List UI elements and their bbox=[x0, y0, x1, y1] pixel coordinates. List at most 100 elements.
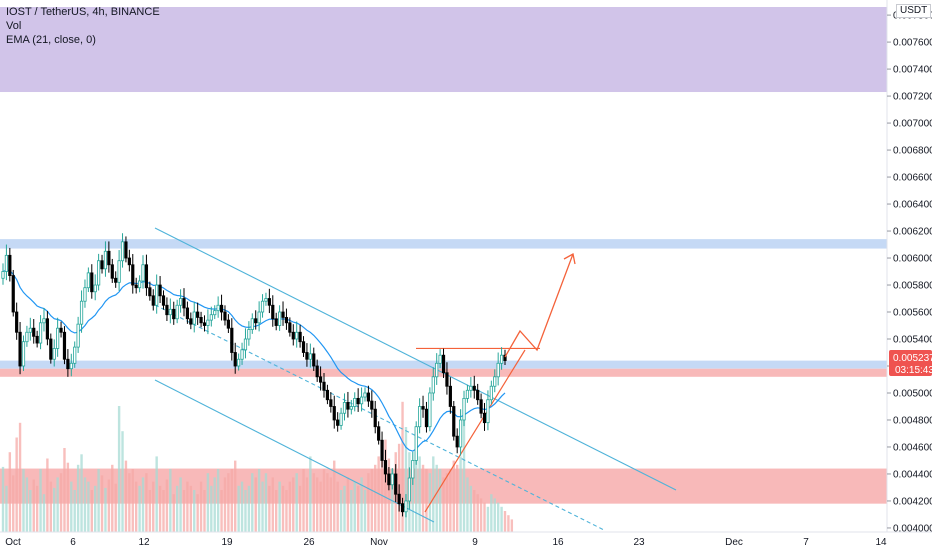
volume-bar bbox=[339, 490, 343, 532]
volume-bar bbox=[131, 469, 134, 532]
candle-body bbox=[8, 254, 12, 276]
volume-bar bbox=[83, 477, 87, 532]
volume-bar bbox=[438, 469, 442, 532]
time-tick-label: 19 bbox=[221, 537, 233, 548]
volume-bar bbox=[285, 490, 288, 532]
volume-bar bbox=[172, 494, 175, 532]
candle-body bbox=[288, 322, 292, 333]
candle-body bbox=[240, 349, 244, 360]
volume-bar bbox=[114, 483, 117, 532]
candle-body bbox=[141, 264, 145, 282]
price-tick-label: 0.005600 bbox=[893, 308, 932, 319]
volume-bar bbox=[510, 519, 514, 532]
volume-bar bbox=[100, 475, 104, 532]
currency-badge[interactable]: USDT bbox=[896, 4, 932, 18]
volume-bar bbox=[42, 494, 46, 532]
candle-body bbox=[387, 473, 391, 486]
price-tick-label: 0.006200 bbox=[893, 227, 932, 238]
volume-bar bbox=[165, 479, 169, 532]
candle-body bbox=[465, 389, 470, 399]
time-tick-label: 6 bbox=[70, 537, 76, 548]
candle-body bbox=[73, 346, 77, 364]
volume-bar bbox=[25, 477, 29, 532]
volume-bar bbox=[319, 481, 322, 532]
volume-bar bbox=[29, 490, 32, 532]
candle-body bbox=[363, 392, 367, 398]
candle-body bbox=[380, 439, 384, 461]
volume-bar bbox=[295, 473, 298, 532]
price-axis[interactable]: 0.0078000.0076000.0074000.0072000.007000… bbox=[886, 0, 932, 534]
volume-bar bbox=[18, 422, 22, 532]
candle-body bbox=[165, 304, 169, 316]
time-axis[interactable]: Oct 6 12 19 26 Nov 9 16 23 Dec 7 14 bbox=[0, 531, 932, 548]
volume-layer bbox=[1, 401, 514, 532]
candle-body bbox=[496, 362, 500, 378]
price-tick-label: 0.005400 bbox=[893, 335, 932, 346]
volume-bar bbox=[500, 506, 503, 532]
volume-bar bbox=[432, 456, 435, 532]
volume-bar bbox=[179, 477, 182, 532]
candle-body bbox=[45, 318, 49, 340]
ema-legend[interactable]: EMA (21, close, 0) bbox=[6, 34, 96, 46]
candle-body bbox=[407, 477, 411, 502]
volume-bar bbox=[312, 473, 315, 532]
volume-bar bbox=[257, 469, 261, 532]
candle-body bbox=[278, 311, 282, 326]
candle-body bbox=[370, 400, 374, 410]
candle-body bbox=[260, 300, 265, 313]
chart-legend: IOST / TetherUS, 4h, BINANCE Vol EMA (21… bbox=[6, 5, 160, 47]
price-tick-label: 0.006600 bbox=[893, 173, 932, 184]
candle-body bbox=[452, 406, 456, 437]
candle-body bbox=[455, 435, 459, 448]
candle-body bbox=[424, 408, 429, 428]
volume-bar bbox=[411, 460, 414, 532]
volume-bar bbox=[401, 401, 404, 532]
candle-body bbox=[312, 353, 316, 367]
candle-body bbox=[83, 287, 87, 302]
projection-arrow[interactable] bbox=[504, 252, 576, 358]
volume-bar bbox=[66, 462, 70, 532]
volume-bar bbox=[230, 469, 234, 532]
price-tick-label: 0.007600 bbox=[893, 38, 932, 49]
candle-body bbox=[93, 284, 97, 293]
time-tick-label: 9 bbox=[472, 537, 478, 548]
time-tick-label: Dec bbox=[725, 537, 743, 548]
candle-body bbox=[274, 318, 278, 326]
price-tag-value: 0.005237 bbox=[893, 353, 932, 364]
candle-body bbox=[486, 399, 490, 424]
arrow-head bbox=[563, 252, 576, 265]
candle-body bbox=[90, 272, 94, 293]
candle-body bbox=[172, 308, 176, 320]
volume-bar bbox=[39, 469, 42, 532]
symbol-title[interactable]: IOST / TetherUS, 4h, BINANCE bbox=[6, 6, 160, 18]
volume-bar bbox=[363, 490, 367, 532]
trendlines-layer[interactable] bbox=[154, 227, 677, 531]
volume-bar bbox=[145, 473, 148, 532]
volume-legend[interactable]: Vol bbox=[6, 20, 22, 32]
volume-bar bbox=[479, 498, 483, 532]
candle-body bbox=[373, 408, 377, 428]
candles-layer[interactable] bbox=[1, 233, 507, 518]
volume-bar bbox=[138, 485, 141, 532]
candle-body bbox=[209, 314, 213, 321]
candle-body bbox=[359, 396, 364, 405]
ema-layer bbox=[2, 269, 506, 452]
volume-bar bbox=[70, 481, 73, 532]
volume-bar bbox=[261, 481, 264, 532]
volume-bar bbox=[53, 487, 56, 532]
candle-body bbox=[482, 412, 487, 424]
price-tick-label: 0.007200 bbox=[893, 92, 932, 103]
candle-body bbox=[257, 311, 261, 324]
volume-bar bbox=[360, 477, 363, 532]
candle-body bbox=[178, 298, 183, 306]
volume-bar bbox=[220, 490, 223, 532]
candle-body bbox=[114, 277, 118, 283]
candle-body bbox=[435, 362, 439, 378]
volume-bar bbox=[158, 485, 162, 532]
volume-bar bbox=[315, 477, 319, 532]
candle-body bbox=[469, 385, 473, 391]
volume-bar bbox=[107, 479, 111, 532]
volume-bar bbox=[428, 473, 432, 532]
candle-body bbox=[120, 241, 125, 262]
